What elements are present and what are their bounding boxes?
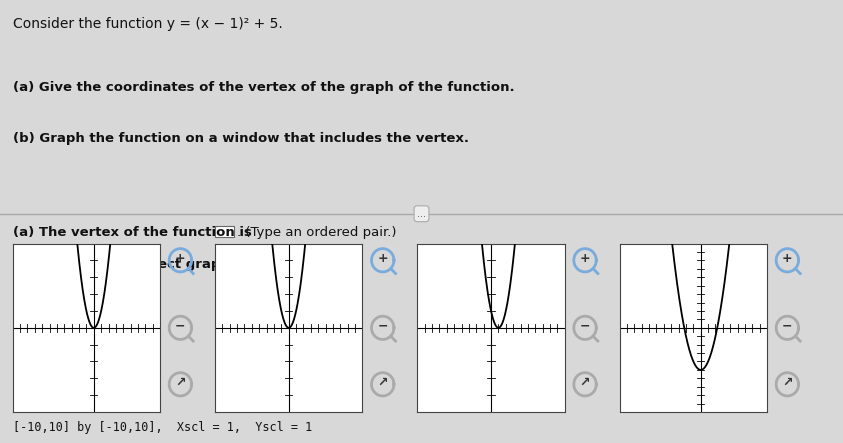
Text: ↗: ↗ [378,376,388,389]
Circle shape [438,291,455,296]
Text: +: + [378,252,388,265]
Circle shape [228,291,244,296]
Text: +: + [580,252,590,265]
FancyBboxPatch shape [215,225,234,237]
Text: ↗: ↗ [580,376,590,389]
Text: +: + [782,252,792,265]
Text: A.: A. [39,288,55,300]
Text: (b) Choose the correct graph below.: (b) Choose the correct graph below. [13,258,283,271]
Text: D.: D. [654,288,670,300]
Text: −: − [580,320,590,333]
Text: +: + [175,252,185,265]
Circle shape [17,291,34,296]
Text: ↗: ↗ [175,376,185,389]
Text: (b) Graph the function on a window that includes the vertex.: (b) Graph the function on a window that … [13,132,469,145]
Text: −: − [378,320,388,333]
Text: ↗: ↗ [782,376,792,389]
Text: (a) The vertex of the function is: (a) The vertex of the function is [13,226,251,239]
Circle shape [632,291,649,296]
Text: −: − [175,320,185,333]
Text: Consider the function y = (x − 1)² + 5.: Consider the function y = (x − 1)² + 5. [13,17,282,31]
Text: . (Type an ordered pair.): . (Type an ordered pair.) [237,226,396,239]
Text: −: − [782,320,792,333]
Text: ...: ... [417,209,426,219]
Text: C.: C. [460,288,475,300]
Text: B.: B. [250,288,265,300]
Text: [-10,10] by [-10,10],  Xscl = 1,  Yscl = 1: [-10,10] by [-10,10], Xscl = 1, Yscl = 1 [13,421,312,434]
Text: (a) Give the coordinates of the vertex of the graph of the function.: (a) Give the coordinates of the vertex o… [13,81,514,94]
